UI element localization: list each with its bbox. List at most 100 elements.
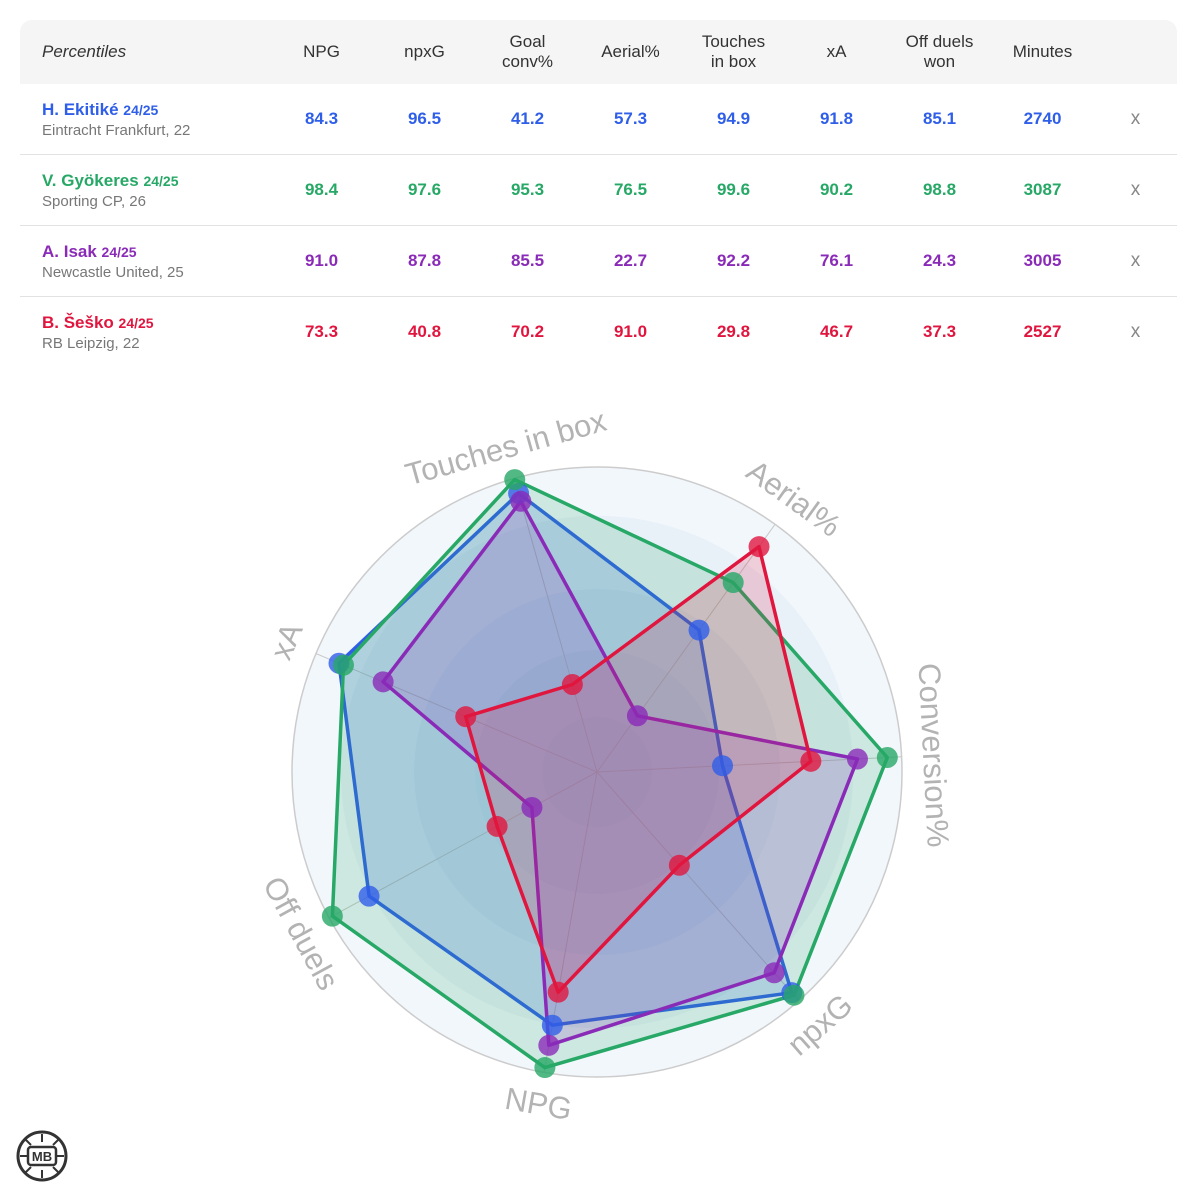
radar-point[interactable] [358,885,380,907]
radar-point[interactable] [748,536,770,558]
player-cell: A. Isak 24/25 Newcastle United, 25 [20,225,270,297]
remove-player-button[interactable]: x [1094,84,1177,155]
player-name[interactable]: H. Ekitiké [42,99,119,119]
radar-point[interactable] [722,572,744,594]
value-cell: 3005 [991,225,1094,297]
header-col-text: Off duels [905,32,974,51]
value-cell: 24.3 [888,225,991,297]
header-col-text: NPG [303,42,340,61]
value-cell: 96.5 [373,84,476,155]
header-col-text: Aerial% [601,42,660,61]
radar-point[interactable] [510,490,532,512]
radar-spoke [596,771,800,1002]
percentiles-table: Percentiles NPG npxG Goal conv% Aerial% Touch… [20,20,1177,367]
radar-point[interactable] [547,981,569,1003]
header-col-5: xA [785,20,888,84]
header-col-text: won [923,52,956,71]
player-club: RB Leipzig, 22 [42,334,140,352]
header-col-text: xA [826,42,847,61]
radar-point[interactable] [668,854,690,876]
player-club: Eintracht Frankfurt, 22 [42,121,191,139]
value-cell: 2527 [1023,322,1062,341]
radar-point[interactable] [876,747,898,769]
player-cell: V. Gyökeres 24/25 Sporting CP, 26 [20,154,270,226]
value-cell: 87.8 [373,225,476,297]
remove-player-button[interactable]: x [1094,154,1177,226]
radar-point[interactable] [626,705,648,727]
radar-point[interactable] [846,748,868,770]
header-col-text: conv% [501,52,554,71]
player-club: Sporting CP, 26 [42,192,146,210]
radar-point[interactable] [372,671,394,693]
value-cell: 92.2 [682,225,785,297]
header-col-text: Touches [701,32,766,51]
header-col-1: npxG [373,20,476,84]
value-cell: 90.2 [785,154,888,226]
radar-series-group [321,469,898,1079]
remove-player-button[interactable]: x [1130,321,1141,342]
value-cell: 91.0 [613,322,648,341]
radar-point[interactable] [541,1014,563,1036]
player-club: Newcastle United, 25 [42,263,184,281]
radar-series-3 [463,544,813,994]
radar-point[interactable] [521,796,543,818]
value-cell: 85.1 [888,84,991,155]
value-cell: 57.3 [579,84,682,155]
header-col-4: Touches in box [682,20,785,84]
value-cell: 91.0 [270,225,373,297]
value-cell: 46.7 [819,322,854,341]
header-percentiles-label: Percentiles [42,42,127,61]
value-cell: 3087 [991,154,1094,226]
header-remove-col [1094,20,1177,84]
value-cell: 99.6 [682,154,785,226]
radar-series-1 [330,477,890,1070]
value-cell: 98.4 [270,154,373,226]
radar-point[interactable] [783,984,805,1006]
player-cell: B. Šeško 24/25 RB Leipzig, 22 [20,297,270,368]
radar-series-2 [381,499,860,1048]
table-header-row: Percentiles NPG npxG Goal conv% Aerial% Touch… [20,20,1177,84]
radar-point[interactable] [486,815,508,837]
logo-text: MB [32,1149,52,1164]
radar-point[interactable] [712,755,734,777]
value-cell: 84.3 [270,84,373,155]
radar-axis-label: xA [263,617,309,664]
value-cell: 73.3 [304,322,339,341]
radar-point[interactable] [800,750,822,772]
value-cell: 22.7 [579,225,682,297]
radar-point[interactable] [538,1034,560,1056]
value-cell: 70.2 [510,322,545,341]
header-col-6: Off duels won [888,20,991,84]
player-cell: H. Ekitiké 24/25 Eintracht Frankfurt, 22 [20,84,270,155]
table-row: A. Isak 24/25 Newcastle United, 25 91.0 87.… [20,225,1177,297]
mb-logo: MB [16,1130,68,1182]
header-col-7: Minutes [991,20,1094,84]
value-cell: 29.8 [716,322,751,341]
radar-axis-label: Conversion% [911,662,955,848]
player-name[interactable]: V. Gyökeres [42,170,139,190]
player-season: 24/25 [118,314,154,331]
header-col-0: NPG [270,20,373,84]
radar-point[interactable] [534,1057,556,1079]
radar-point[interactable] [763,962,785,984]
value-cell: 97.6 [373,154,476,226]
radar-point[interactable] [321,905,343,927]
value-cell: 41.2 [476,84,579,155]
radar-point[interactable] [332,654,354,676]
radar-spoke [513,478,598,773]
radar-point[interactable] [561,674,583,696]
radar-spoke [596,524,776,773]
remove-player-button[interactable]: x [1094,225,1177,297]
player-name[interactable]: A. Isak [42,241,97,261]
header-col-2: Goal conv% [476,20,579,84]
radar-point[interactable] [455,706,477,728]
table-body: H. Ekitiké 24/25 Eintracht Frankfurt, 22 8… [20,84,1177,367]
value-cell: 95.3 [476,154,579,226]
value-cell: 91.8 [785,84,888,155]
table-row: V. Gyökeres 24/25 Sporting CP, 26 98.4 97.6… [20,154,1177,226]
radar-axis-label: NPG [502,1081,574,1127]
player-name[interactable]: B. Šeško [42,312,114,332]
radar-point[interactable] [504,469,526,491]
radar-point[interactable] [688,619,710,641]
